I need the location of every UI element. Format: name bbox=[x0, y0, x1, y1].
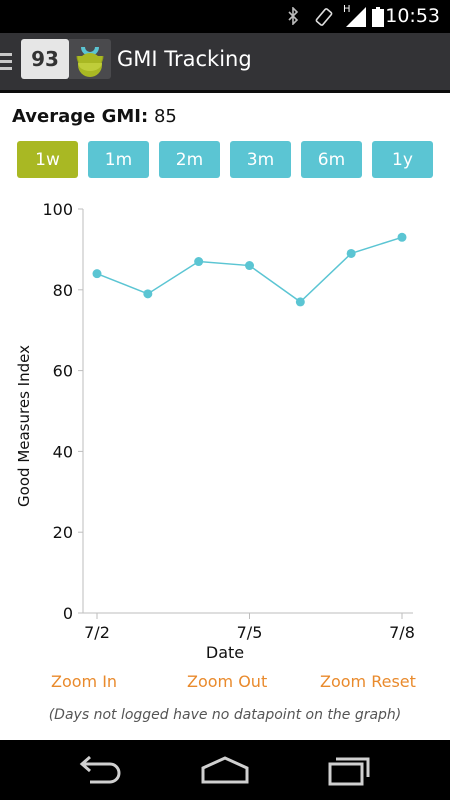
average-gmi: Average GMI: 85 bbox=[12, 106, 177, 127]
gmi-line-chart[interactable]: 0 20 40 60 80 100 7/2 7/5 7/8 Good Measures Ind… bbox=[0, 190, 450, 670]
clock: 10:53 bbox=[385, 5, 440, 27]
data-point[interactable] bbox=[194, 257, 204, 267]
x-axis-label: Date bbox=[206, 643, 244, 662]
range-button-2m[interactable]: 2m bbox=[159, 141, 220, 178]
drawer-icon[interactable] bbox=[0, 53, 12, 74]
y-axis-label: Good Measures Index bbox=[15, 345, 33, 507]
zoom-out-link[interactable]: Zoom Out bbox=[187, 672, 268, 691]
status-bar: H 10:53 bbox=[0, 0, 450, 33]
range-selector: 1w 1m 2m 3m 6m 1y bbox=[17, 141, 433, 178]
data-point[interactable] bbox=[245, 261, 254, 271]
back-icon[interactable] bbox=[70, 752, 130, 788]
home-icon[interactable] bbox=[195, 752, 255, 788]
gmi-badge: 93 bbox=[21, 39, 69, 79]
range-button-6m[interactable]: 6m bbox=[301, 141, 362, 178]
range-button-1y[interactable]: 1y bbox=[372, 141, 433, 178]
y-tick-label: 20 bbox=[53, 523, 73, 542]
recents-icon[interactable] bbox=[320, 752, 380, 788]
data-point[interactable] bbox=[295, 297, 305, 307]
average-gmi-label: Average GMI: bbox=[12, 106, 149, 127]
x-tick-label: 7/2 bbox=[84, 623, 110, 642]
range-button-3m[interactable]: 3m bbox=[230, 141, 291, 178]
data-point[interactable] bbox=[143, 289, 153, 299]
data-point[interactable] bbox=[346, 248, 356, 258]
x-tick-label: 7/8 bbox=[389, 623, 415, 642]
app-logo-icon bbox=[69, 39, 111, 79]
app-home-button[interactable]: 93 bbox=[21, 39, 111, 85]
screen-rotation-icon bbox=[315, 8, 333, 26]
data-point[interactable] bbox=[92, 269, 102, 279]
y-tick-label: 40 bbox=[53, 442, 73, 461]
zoom-in-link[interactable]: Zoom In bbox=[51, 672, 118, 691]
navigation-bar bbox=[0, 740, 450, 800]
action-bar: 93 GMI Tracking bbox=[0, 33, 450, 93]
bluetooth-icon bbox=[288, 7, 299, 25]
zoom-reset-link[interactable]: Zoom Reset bbox=[320, 672, 416, 691]
y-tick-label: 0 bbox=[63, 604, 73, 623]
y-tick-label: 80 bbox=[53, 281, 73, 300]
gmi-series bbox=[92, 232, 407, 307]
average-gmi-value: 85 bbox=[153, 106, 177, 127]
range-button-1w[interactable]: 1w bbox=[17, 141, 78, 178]
page-title: GMI Tracking bbox=[117, 47, 252, 71]
signal-icon bbox=[346, 7, 366, 27]
y-axis: 0 20 40 60 80 100 bbox=[42, 200, 84, 623]
x-axis: 7/2 7/5 7/8 bbox=[83, 612, 415, 642]
battery-icon bbox=[372, 7, 384, 27]
x-tick-label: 7/5 bbox=[237, 623, 263, 642]
range-button-1m[interactable]: 1m bbox=[88, 141, 149, 178]
network-type-label: H bbox=[343, 4, 351, 15]
y-tick-label: 60 bbox=[53, 362, 73, 381]
graph-note: (Days not logged have no datapoint on th… bbox=[48, 707, 402, 723]
data-point[interactable] bbox=[397, 232, 407, 242]
y-tick-label: 100 bbox=[42, 200, 73, 219]
